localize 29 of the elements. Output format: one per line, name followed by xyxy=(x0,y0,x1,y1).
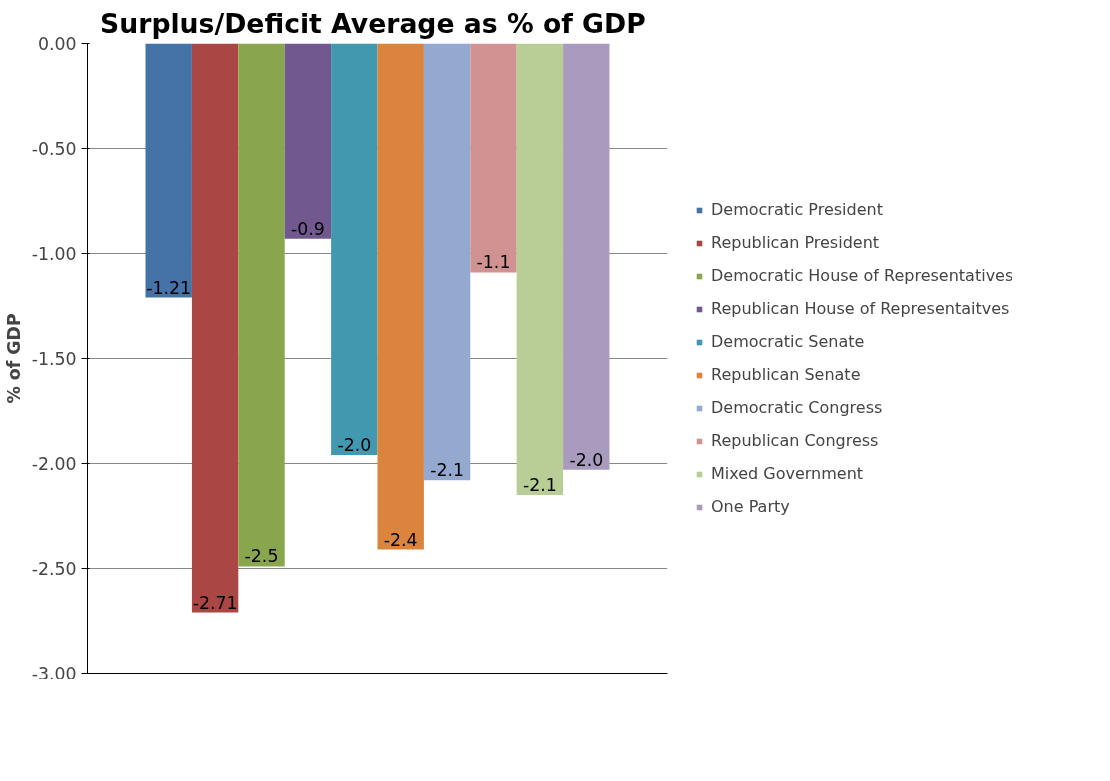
data-label: -2.4 xyxy=(383,529,418,550)
legend-label: Republican Senate xyxy=(711,365,861,384)
legend-label: Democratic House of Representatives xyxy=(711,266,1013,285)
data-label: -2.1 xyxy=(430,460,465,481)
y-tick-label: -3.00 xyxy=(31,663,77,684)
data-label: -2.5 xyxy=(244,546,279,567)
legend-label: Democratic Congress xyxy=(711,398,883,417)
y-tick-label: -1.50 xyxy=(31,349,77,369)
legend-label: Republican House of Representaitves xyxy=(711,299,1010,318)
legend-label: Republican Congress xyxy=(711,431,879,450)
y-tick-label: 0.00 xyxy=(37,34,77,54)
data-label: -2.1 xyxy=(522,475,557,495)
legend-label: Mixed Government xyxy=(711,464,864,483)
data-label: -1.21 xyxy=(146,277,192,298)
data-label: -2.0 xyxy=(569,449,604,470)
y-axis-title: % of GDP xyxy=(3,313,24,404)
legend-label: Democratic President xyxy=(711,200,883,219)
data-label: -2.0 xyxy=(337,435,372,456)
y-tick-label: -0.50 xyxy=(31,139,77,159)
legend-label: Democratic Senate xyxy=(711,332,865,351)
data-label: -1.1 xyxy=(476,252,511,273)
y-tick-label: -1.00 xyxy=(31,244,77,264)
chart-title: Surplus/Deficit Average as % of GDP xyxy=(100,7,646,39)
data-label: -0.9 xyxy=(290,218,325,239)
data-label: -2.71 xyxy=(192,592,238,613)
legend-label: Republican President xyxy=(711,233,880,252)
y-tick-label: -2.50 xyxy=(31,559,77,579)
legend-label: One Party xyxy=(711,497,790,516)
y-tick-label: -2.00 xyxy=(31,454,77,474)
